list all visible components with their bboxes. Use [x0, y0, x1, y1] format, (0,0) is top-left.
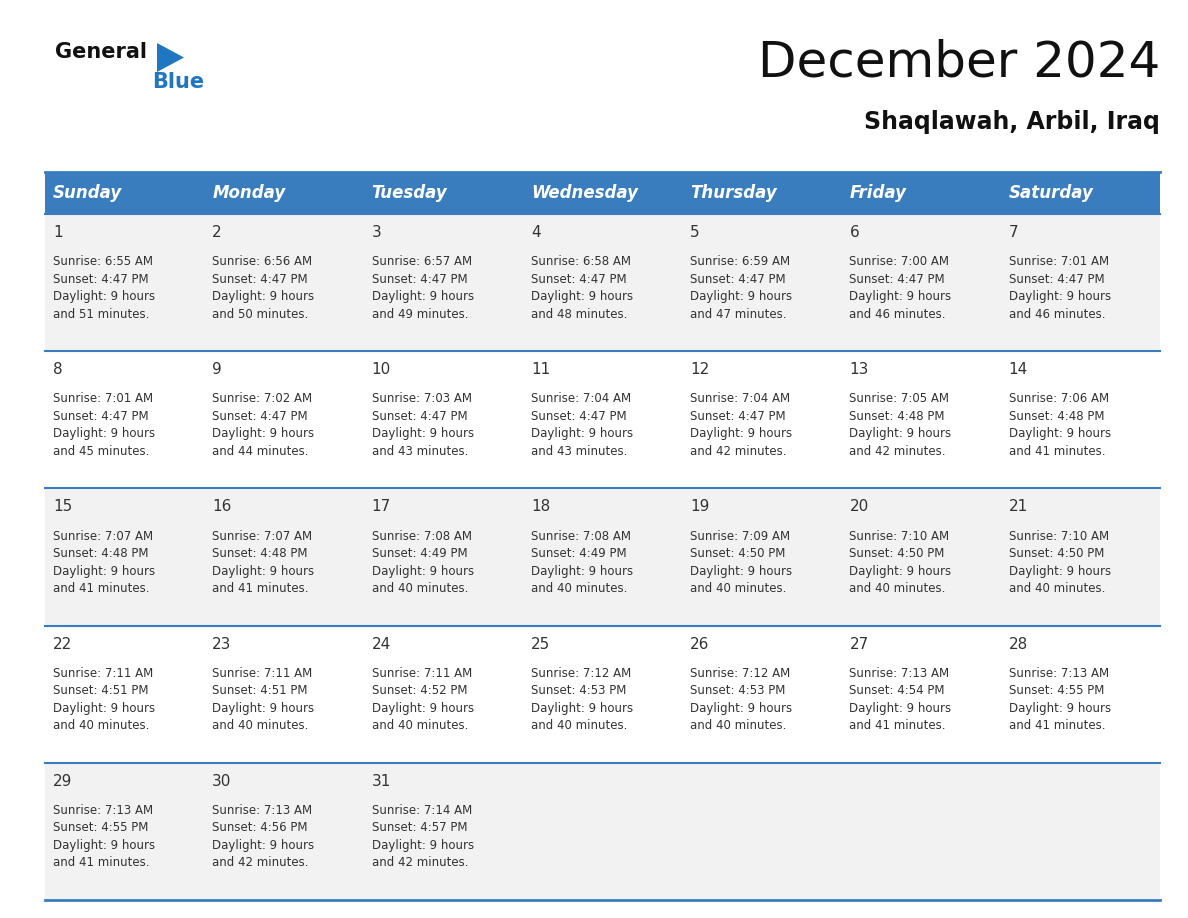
Text: 25: 25	[531, 636, 550, 652]
Text: 30: 30	[213, 774, 232, 789]
Text: Friday: Friday	[849, 184, 906, 202]
Text: 5: 5	[690, 225, 700, 240]
Text: 10: 10	[372, 363, 391, 377]
Text: Sunrise: 7:08 AM
Sunset: 4:49 PM
Daylight: 9 hours
and 40 minutes.: Sunrise: 7:08 AM Sunset: 4:49 PM Dayligh…	[531, 530, 633, 595]
Bar	[523, 172, 682, 214]
Text: 23: 23	[213, 636, 232, 652]
Text: Tuesday: Tuesday	[372, 184, 448, 202]
Bar	[682, 172, 841, 214]
Text: Sunrise: 7:05 AM
Sunset: 4:48 PM
Daylight: 9 hours
and 42 minutes.: Sunrise: 7:05 AM Sunset: 4:48 PM Dayligh…	[849, 392, 952, 458]
Text: 1: 1	[53, 225, 63, 240]
Text: Sunrise: 7:12 AM
Sunset: 4:53 PM
Daylight: 9 hours
and 40 minutes.: Sunrise: 7:12 AM Sunset: 4:53 PM Dayligh…	[690, 666, 792, 733]
Text: 3: 3	[372, 225, 381, 240]
Text: 21: 21	[1009, 499, 1028, 514]
Text: Sunrise: 7:07 AM
Sunset: 4:48 PM
Daylight: 9 hours
and 41 minutes.: Sunrise: 7:07 AM Sunset: 4:48 PM Dayligh…	[53, 530, 156, 595]
Text: 22: 22	[53, 636, 72, 652]
Text: 24: 24	[372, 636, 391, 652]
Text: 27: 27	[849, 636, 868, 652]
Text: Sunrise: 7:12 AM
Sunset: 4:53 PM
Daylight: 9 hours
and 40 minutes.: Sunrise: 7:12 AM Sunset: 4:53 PM Dayligh…	[531, 666, 633, 733]
Text: Sunrise: 7:11 AM
Sunset: 4:51 PM
Daylight: 9 hours
and 40 minutes.: Sunrise: 7:11 AM Sunset: 4:51 PM Dayligh…	[213, 666, 315, 733]
Text: 9: 9	[213, 363, 222, 377]
Text: Sunrise: 6:59 AM
Sunset: 4:47 PM
Daylight: 9 hours
and 47 minutes.: Sunrise: 6:59 AM Sunset: 4:47 PM Dayligh…	[690, 255, 792, 320]
Text: Sunrise: 6:55 AM
Sunset: 4:47 PM
Daylight: 9 hours
and 51 minutes.: Sunrise: 6:55 AM Sunset: 4:47 PM Dayligh…	[53, 255, 156, 320]
Text: 18: 18	[531, 499, 550, 514]
Text: 28: 28	[1009, 636, 1028, 652]
Bar	[45, 763, 1159, 900]
Text: Sunrise: 7:04 AM
Sunset: 4:47 PM
Daylight: 9 hours
and 42 minutes.: Sunrise: 7:04 AM Sunset: 4:47 PM Dayligh…	[690, 392, 792, 458]
Text: Sunrise: 7:13 AM
Sunset: 4:55 PM
Daylight: 9 hours
and 41 minutes.: Sunrise: 7:13 AM Sunset: 4:55 PM Dayligh…	[1009, 666, 1111, 733]
Text: Monday: Monday	[213, 184, 285, 202]
Text: Sunrise: 7:09 AM
Sunset: 4:50 PM
Daylight: 9 hours
and 40 minutes.: Sunrise: 7:09 AM Sunset: 4:50 PM Dayligh…	[690, 530, 792, 595]
Text: 16: 16	[213, 499, 232, 514]
Text: Sunrise: 7:14 AM
Sunset: 4:57 PM
Daylight: 9 hours
and 42 minutes.: Sunrise: 7:14 AM Sunset: 4:57 PM Dayligh…	[372, 804, 474, 869]
Text: Sunrise: 7:13 AM
Sunset: 4:55 PM
Daylight: 9 hours
and 41 minutes.: Sunrise: 7:13 AM Sunset: 4:55 PM Dayligh…	[53, 804, 156, 869]
Text: Sunrise: 7:03 AM
Sunset: 4:47 PM
Daylight: 9 hours
and 43 minutes.: Sunrise: 7:03 AM Sunset: 4:47 PM Dayligh…	[372, 392, 474, 458]
Text: Sunrise: 7:07 AM
Sunset: 4:48 PM
Daylight: 9 hours
and 41 minutes.: Sunrise: 7:07 AM Sunset: 4:48 PM Dayligh…	[213, 530, 315, 595]
Text: Sunday: Sunday	[53, 184, 122, 202]
Bar	[45, 214, 1159, 352]
Text: 2: 2	[213, 225, 222, 240]
Text: 15: 15	[53, 499, 72, 514]
Text: Sunrise: 7:11 AM
Sunset: 4:52 PM
Daylight: 9 hours
and 40 minutes.: Sunrise: 7:11 AM Sunset: 4:52 PM Dayligh…	[372, 666, 474, 733]
Text: 13: 13	[849, 363, 868, 377]
Text: Sunrise: 7:01 AM
Sunset: 4:47 PM
Daylight: 9 hours
and 45 minutes.: Sunrise: 7:01 AM Sunset: 4:47 PM Dayligh…	[53, 392, 156, 458]
Text: 26: 26	[690, 636, 709, 652]
Bar	[45, 488, 1159, 625]
Bar	[364, 172, 523, 214]
Text: Thursday: Thursday	[690, 184, 777, 202]
Text: Sunrise: 7:02 AM
Sunset: 4:47 PM
Daylight: 9 hours
and 44 minutes.: Sunrise: 7:02 AM Sunset: 4:47 PM Dayligh…	[213, 392, 315, 458]
Text: Shaqlawah, Arbil, Iraq: Shaqlawah, Arbil, Iraq	[864, 110, 1159, 134]
Text: Saturday: Saturday	[1009, 184, 1093, 202]
Text: 12: 12	[690, 363, 709, 377]
Text: Wednesday: Wednesday	[531, 184, 638, 202]
Bar	[45, 625, 1159, 763]
Text: Sunrise: 7:10 AM
Sunset: 4:50 PM
Daylight: 9 hours
and 40 minutes.: Sunrise: 7:10 AM Sunset: 4:50 PM Dayligh…	[849, 530, 952, 595]
Text: 19: 19	[690, 499, 709, 514]
Text: 7: 7	[1009, 225, 1018, 240]
Text: Sunrise: 7:11 AM
Sunset: 4:51 PM
Daylight: 9 hours
and 40 minutes.: Sunrise: 7:11 AM Sunset: 4:51 PM Dayligh…	[53, 666, 156, 733]
Polygon shape	[157, 43, 184, 72]
Bar	[1000, 172, 1159, 214]
Text: Sunrise: 7:13 AM
Sunset: 4:56 PM
Daylight: 9 hours
and 42 minutes.: Sunrise: 7:13 AM Sunset: 4:56 PM Dayligh…	[213, 804, 315, 869]
Text: 11: 11	[531, 363, 550, 377]
Text: 6: 6	[849, 225, 859, 240]
Text: 20: 20	[849, 499, 868, 514]
Text: December 2024: December 2024	[758, 38, 1159, 86]
Text: 31: 31	[372, 774, 391, 789]
Text: Sunrise: 7:01 AM
Sunset: 4:47 PM
Daylight: 9 hours
and 46 minutes.: Sunrise: 7:01 AM Sunset: 4:47 PM Dayligh…	[1009, 255, 1111, 320]
Text: Blue: Blue	[152, 72, 204, 92]
Bar	[45, 172, 204, 214]
Text: Sunrise: 7:13 AM
Sunset: 4:54 PM
Daylight: 9 hours
and 41 minutes.: Sunrise: 7:13 AM Sunset: 4:54 PM Dayligh…	[849, 666, 952, 733]
Text: Sunrise: 6:57 AM
Sunset: 4:47 PM
Daylight: 9 hours
and 49 minutes.: Sunrise: 6:57 AM Sunset: 4:47 PM Dayligh…	[372, 255, 474, 320]
Bar	[45, 352, 1159, 488]
Text: 4: 4	[531, 225, 541, 240]
Text: Sunrise: 6:56 AM
Sunset: 4:47 PM
Daylight: 9 hours
and 50 minutes.: Sunrise: 6:56 AM Sunset: 4:47 PM Dayligh…	[213, 255, 315, 320]
Text: 29: 29	[53, 774, 72, 789]
Text: Sunrise: 6:58 AM
Sunset: 4:47 PM
Daylight: 9 hours
and 48 minutes.: Sunrise: 6:58 AM Sunset: 4:47 PM Dayligh…	[531, 255, 633, 320]
Text: Sunrise: 7:04 AM
Sunset: 4:47 PM
Daylight: 9 hours
and 43 minutes.: Sunrise: 7:04 AM Sunset: 4:47 PM Dayligh…	[531, 392, 633, 458]
Bar	[841, 172, 1000, 214]
Text: Sunrise: 7:10 AM
Sunset: 4:50 PM
Daylight: 9 hours
and 40 minutes.: Sunrise: 7:10 AM Sunset: 4:50 PM Dayligh…	[1009, 530, 1111, 595]
Text: 17: 17	[372, 499, 391, 514]
Text: 8: 8	[53, 363, 63, 377]
Text: General: General	[55, 42, 147, 62]
Text: Sunrise: 7:08 AM
Sunset: 4:49 PM
Daylight: 9 hours
and 40 minutes.: Sunrise: 7:08 AM Sunset: 4:49 PM Dayligh…	[372, 530, 474, 595]
Bar	[204, 172, 364, 214]
Text: Sunrise: 7:06 AM
Sunset: 4:48 PM
Daylight: 9 hours
and 41 minutes.: Sunrise: 7:06 AM Sunset: 4:48 PM Dayligh…	[1009, 392, 1111, 458]
Text: Sunrise: 7:00 AM
Sunset: 4:47 PM
Daylight: 9 hours
and 46 minutes.: Sunrise: 7:00 AM Sunset: 4:47 PM Dayligh…	[849, 255, 952, 320]
Text: 14: 14	[1009, 363, 1028, 377]
